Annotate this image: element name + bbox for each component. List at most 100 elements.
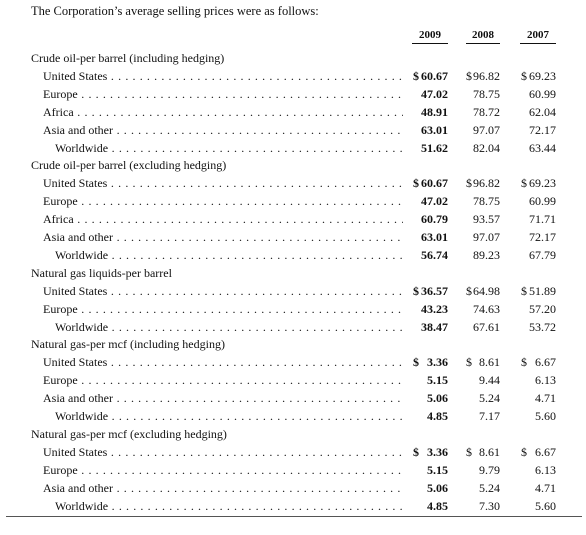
row-label: Europe	[43, 86, 403, 103]
value-2007: 72.17	[529, 122, 556, 137]
value-2007: 6.67	[535, 444, 556, 459]
value-2009: 5.15	[427, 373, 448, 388]
value-2007: 5.60	[535, 409, 556, 423]
value-2007: 4.71	[535, 480, 556, 495]
table-row: Europe 47.02 78.75 60.99	[0, 193, 586, 210]
value-2009: 56.74	[421, 247, 448, 262]
value-2007: 5.60	[535, 498, 556, 513]
row-label: Worldwide	[55, 140, 403, 157]
value-2008: 9.79	[479, 462, 500, 477]
row-label: Worldwide	[55, 408, 403, 425]
value-2008: 93.57	[473, 212, 500, 227]
value-2007: 51.89	[529, 283, 556, 298]
bottom-rule	[6, 516, 582, 517]
value-2009: 36.57	[421, 283, 448, 298]
value-2008: 89.23	[473, 247, 500, 262]
value-2008: 97.07	[473, 230, 500, 244]
row-label: Worldwide	[55, 498, 403, 515]
section-header: Crude oil-per barrel (including hedging)	[0, 50, 586, 67]
value-2009: 60.67	[421, 68, 448, 83]
row-label: Worldwide	[55, 319, 403, 336]
table-row: Africa 48.91 78.72 62.04	[0, 104, 586, 121]
table-row: Europe 43.23 74.63 57.20	[0, 301, 586, 318]
value-2008: 64.98	[473, 283, 500, 298]
table-row: United States $ $ $60.67 96.82 69.23	[0, 68, 586, 85]
dollar-sign: $	[466, 444, 472, 459]
row-label: Africa	[43, 211, 403, 228]
row-label: Asia and other	[43, 480, 403, 497]
row-label: Europe	[43, 462, 403, 479]
table-row: Worldwide 4.85 7.30 5.60	[0, 498, 586, 515]
section-header: Natural gas-per mcf (including hedging)	[0, 336, 586, 353]
dollar-sign: $	[521, 355, 527, 370]
value-2008: 82.04	[473, 140, 500, 155]
row-label: United States	[43, 68, 403, 85]
value-2008: 8.61	[479, 355, 500, 370]
dollar-sign: $	[413, 68, 419, 83]
row-label: Asia and other	[43, 229, 403, 246]
year-header-2007: 2007	[520, 29, 556, 44]
value-2009: 63.01	[421, 122, 448, 137]
table-row: United States $ $ $3.36 8.61 6.67	[0, 444, 586, 461]
value-2009: 48.91	[421, 104, 448, 119]
value-2008: 8.61	[479, 444, 500, 459]
row-label: Europe	[43, 372, 403, 389]
value-2009: 3.36	[427, 444, 448, 459]
dollar-sign: $	[521, 68, 527, 83]
table-row: Worldwide 51.62 82.04 63.44	[0, 140, 586, 157]
section-title: Crude oil-per barrel (including hedging)	[31, 51, 225, 65]
row-label: United States	[43, 175, 403, 192]
row-label: Africa	[43, 104, 403, 121]
dollar-sign: $	[521, 176, 527, 191]
value-2009: 4.85	[427, 409, 448, 423]
table-row: Europe 5.15 9.79 6.13	[0, 462, 586, 479]
table-row: United States $ $ $36.57 64.98 51.89	[0, 283, 586, 300]
value-2007: 53.72	[529, 319, 556, 334]
row-label: United States	[43, 283, 403, 300]
value-2008: 5.24	[479, 480, 500, 495]
value-2007: 69.23	[529, 176, 556, 191]
dollar-sign: $	[413, 444, 419, 459]
value-2007: 6.67	[535, 355, 556, 370]
value-2009: 51.62	[421, 140, 448, 155]
dollar-sign: $	[466, 283, 472, 298]
table-row: Asia and other 5.06 5.24 4.71	[0, 480, 586, 497]
value-2008: 7.30	[479, 498, 500, 513]
row-label: Asia and other	[43, 122, 403, 139]
section-title: Natural gas-per mcf (including hedging)	[31, 337, 225, 352]
value-2008: 78.75	[473, 86, 500, 101]
value-2008: 67.61	[473, 319, 500, 334]
value-2008: 78.75	[473, 194, 500, 209]
table-row: Worldwide 4.85 7.17 5.60	[0, 408, 586, 425]
value-2008: 96.82	[473, 176, 500, 191]
section-header: Crude oil-per barrel (excluding hedging)	[0, 157, 586, 174]
dollar-sign: $	[413, 283, 419, 298]
section-header: Natural gas-per mcf (excluding hedging)	[0, 426, 586, 443]
section-header: Natural gas liquids-per barrel	[0, 265, 586, 282]
value-2007: 67.79	[529, 247, 556, 262]
value-2008: 78.72	[473, 104, 500, 119]
intro-text: The Corporation’s average selling prices…	[31, 4, 319, 18]
value-2008: 96.82	[473, 68, 500, 83]
row-label: United States	[43, 354, 403, 371]
value-2009: 3.36	[427, 355, 448, 370]
value-2009: 5.06	[427, 391, 448, 406]
value-2008: 5.24	[479, 391, 500, 406]
value-2009: 5.06	[427, 480, 448, 495]
value-2008: 97.07	[473, 122, 500, 137]
table-row: Africa 60.79 93.57 71.71	[0, 211, 586, 228]
value-2007: 6.13	[535, 462, 556, 477]
table-row: Europe 5.15 9.44 6.13	[0, 372, 586, 389]
row-label: Europe	[43, 193, 403, 210]
dollar-sign: $	[521, 444, 527, 459]
value-2009: 63.01	[421, 230, 448, 244]
value-2007: 60.99	[529, 86, 556, 101]
dollar-sign: $	[466, 176, 472, 191]
row-label: Europe	[43, 301, 403, 318]
dollar-sign: $	[413, 176, 419, 191]
row-label: United States	[43, 444, 403, 461]
value-2008: 7.17	[479, 409, 500, 423]
dollar-sign: $	[521, 283, 527, 298]
table-row: Worldwide 38.47 67.61 53.72	[0, 319, 586, 336]
